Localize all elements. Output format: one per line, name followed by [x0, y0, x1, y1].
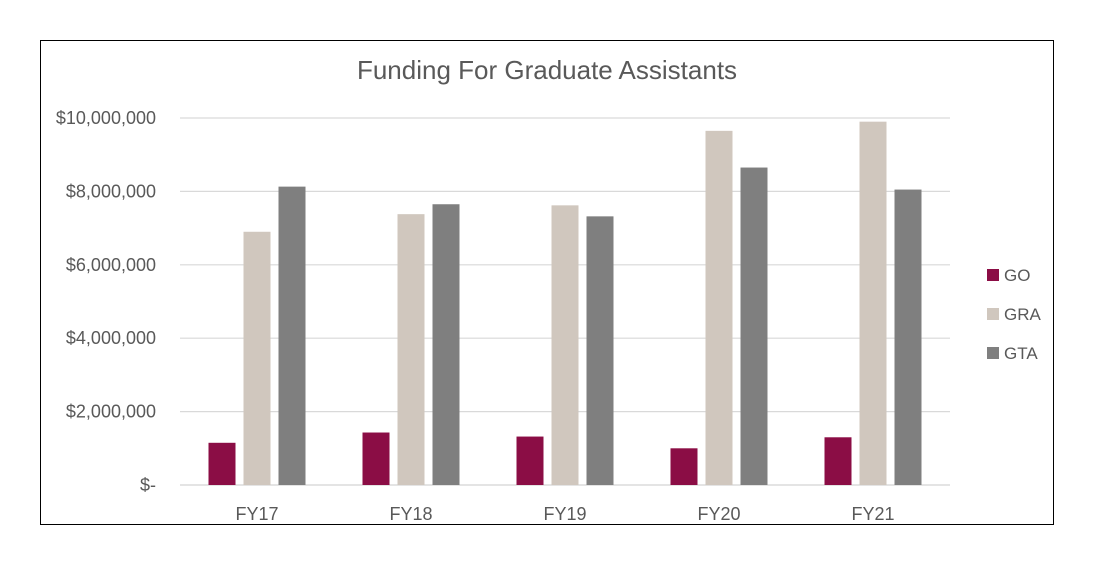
- bar-gta-fy20: [740, 167, 768, 486]
- y-tick-label: $6,000,000: [66, 255, 156, 275]
- legend-label-gra: GRA: [1004, 305, 1042, 324]
- bar-gta-fy19: [586, 216, 614, 485]
- y-tick-label: $10,000,000: [56, 108, 156, 128]
- gridlines: [180, 117, 950, 486]
- bar-gta-fy21: [894, 189, 922, 485]
- bar-gra-fy21: [859, 121, 887, 486]
- bar-go-fy17: [208, 442, 236, 485]
- x-tick-label: FY19: [543, 504, 586, 524]
- y-tick-label: $4,000,000: [66, 328, 156, 348]
- bar-go-fy20: [670, 448, 698, 485]
- legend-label-go: GO: [1004, 266, 1030, 285]
- bar-go-fy19: [516, 436, 544, 485]
- bar-go-fy21: [824, 437, 852, 485]
- y-tick-label: $8,000,000: [66, 181, 156, 201]
- y-axis-ticks: $- $2,000,000 $4,000,000 $6,000,000 $8,000,0…: [56, 108, 156, 495]
- x-tick-label: FY18: [389, 504, 432, 524]
- x-tick-label: FY20: [697, 504, 740, 524]
- bar-gra-fy20: [705, 130, 733, 485]
- legend-swatch-go: [987, 269, 999, 281]
- x-axis-ticks: FY17 FY18 FY19 FY20 FY21: [235, 504, 894, 524]
- y-tick-label: $2,000,000: [66, 402, 156, 422]
- bar-gta-fy17: [278, 186, 306, 485]
- legend-swatch-gra: [987, 308, 999, 320]
- x-tick-label: FY17: [235, 504, 278, 524]
- bar-gra-fy17: [243, 231, 271, 485]
- bar-gra-fy19: [551, 205, 579, 485]
- legend-swatch-gta: [987, 347, 999, 359]
- legend-label-gta: GTA: [1004, 344, 1038, 363]
- chart-title: Funding For Graduate Assistants: [357, 55, 737, 85]
- bar-go-fy18: [362, 432, 390, 485]
- legend: GO GRA GTA: [987, 266, 1042, 363]
- y-tick-label: $-: [140, 475, 156, 495]
- bars: [208, 121, 922, 486]
- x-tick-label: FY21: [851, 504, 894, 524]
- bar-gra-fy18: [397, 214, 425, 486]
- bar-gta-fy18: [432, 204, 460, 485]
